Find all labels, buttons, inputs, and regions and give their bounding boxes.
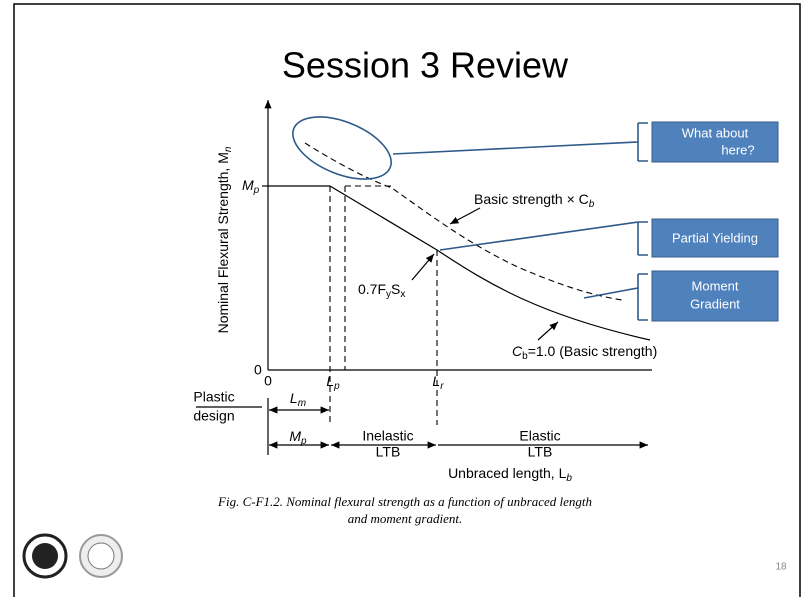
label-main: Basic strength × C <box>474 191 589 207</box>
label-main: Nominal Flexural Strength, M <box>215 152 231 333</box>
label-sub: y <box>386 289 391 300</box>
slide-title: Session 3 Review <box>282 45 569 86</box>
label-sub: b <box>522 351 528 362</box>
leader <box>411 253 435 281</box>
label-main: L <box>432 373 440 389</box>
callout-leader <box>439 221 648 256</box>
leader <box>537 321 559 341</box>
label-sub: p <box>300 436 307 447</box>
label-sub: p <box>333 381 340 392</box>
mp-label: Mp <box>242 177 260 196</box>
label-main: M <box>289 428 301 444</box>
callout-box <box>651 121 779 163</box>
basic-cb-label: Basic strength × Cb <box>474 191 595 210</box>
callout-leader <box>583 273 648 321</box>
callout-text: Partial Yielding <box>672 230 758 245</box>
label-main: M <box>242 177 254 193</box>
leader <box>449 207 481 225</box>
y-axis-label: Nominal Flexural Strength, Mn <box>215 146 234 333</box>
callout-text: Moment <box>692 278 739 293</box>
lp-label: Lp <box>326 373 340 392</box>
plastic: Plastic <box>193 389 234 405</box>
y-zero: 0 <box>254 362 262 378</box>
cb-curve <box>304 142 623 301</box>
callout-text: Gradient <box>690 296 740 311</box>
page-number: 18 <box>775 562 787 573</box>
x-zero: 0 <box>264 373 272 389</box>
label-sub: r <box>440 381 444 392</box>
lm-label: Lm <box>290 390 306 409</box>
label-sub: b <box>589 199 595 210</box>
ssrc-logo-core <box>87 542 115 570</box>
caption: and moment gradient. <box>348 511 462 526</box>
aisc-logo-core <box>32 543 58 569</box>
label-main: L <box>290 390 298 406</box>
elastic-ltb: LTB <box>528 444 553 460</box>
fysx-label: 0.7FySx <box>358 281 405 300</box>
label-main: S <box>391 281 400 297</box>
design: design <box>193 408 234 424</box>
slide-border <box>13 3 801 602</box>
x-axis-label: Unbraced length, Lb <box>448 465 572 484</box>
callout-box <box>651 270 779 322</box>
basic-strength-curve <box>329 185 651 341</box>
caption: Fig. C-F1.2. Nominal flexural strength a… <box>217 494 592 509</box>
callout-text: What about <box>682 125 749 140</box>
label-sub: p <box>253 185 260 196</box>
inelastic: Inelastic <box>362 428 413 444</box>
label-sub: m <box>298 398 306 409</box>
inelastic-ltb: LTB <box>376 444 401 460</box>
cb1-label: Cb=1.0 (Basic strength) <box>512 343 657 362</box>
label-sub: b <box>566 473 572 484</box>
elastic: Elastic <box>519 428 560 444</box>
highlight-ellipse <box>292 116 392 180</box>
label-main: 0.7F <box>358 281 386 297</box>
callout-text: here? <box>721 142 754 157</box>
label-main: Unbraced length, L <box>448 465 567 481</box>
label-main: L <box>326 373 334 389</box>
callout-box <box>651 218 779 258</box>
callout-leader <box>392 122 648 162</box>
label-sub: n <box>223 146 234 152</box>
lr-label: Lr <box>432 373 444 392</box>
label-main: =1.0 (Basic strength) <box>528 343 658 359</box>
label-sub: x <box>400 289 405 300</box>
mp-zone: Mp <box>289 428 307 447</box>
label-main: C <box>512 343 523 359</box>
